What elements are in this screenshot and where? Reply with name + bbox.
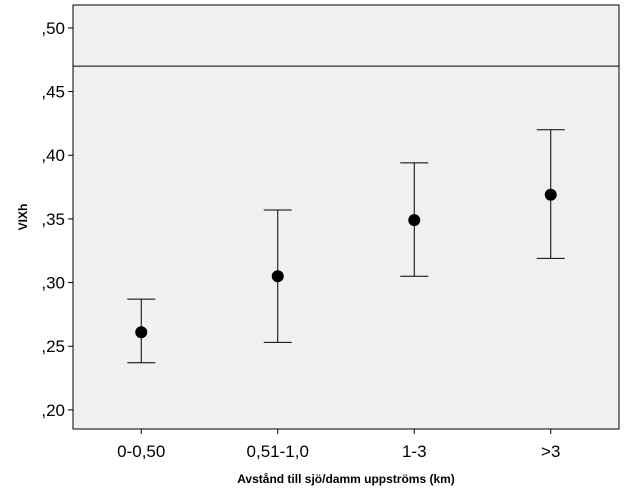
x-tick-label: 0-0,50 [117, 442, 165, 461]
data-point [408, 214, 421, 227]
y-tick-label: ,20 [41, 401, 65, 420]
data-point [271, 270, 284, 283]
data-point [135, 326, 148, 339]
y-tick-label: ,30 [41, 274, 65, 293]
x-axis-title: Avstånd till sjö/damm uppströms (km) [237, 472, 455, 486]
data-point [544, 188, 557, 201]
y-tick-label: ,25 [41, 337, 65, 356]
y-tick-label: ,50 [41, 19, 65, 38]
x-tick-label: 0,51-1,0 [247, 442, 309, 461]
x-tick-label: >3 [541, 442, 560, 461]
y-tick-label: ,45 [41, 83, 65, 102]
plot-area [72, 4, 620, 430]
x-tick-label: 1-3 [402, 442, 427, 461]
y-tick-label: ,35 [41, 210, 65, 229]
y-tick-label: ,40 [41, 146, 65, 165]
y-axis-title: VIXh [16, 204, 30, 231]
